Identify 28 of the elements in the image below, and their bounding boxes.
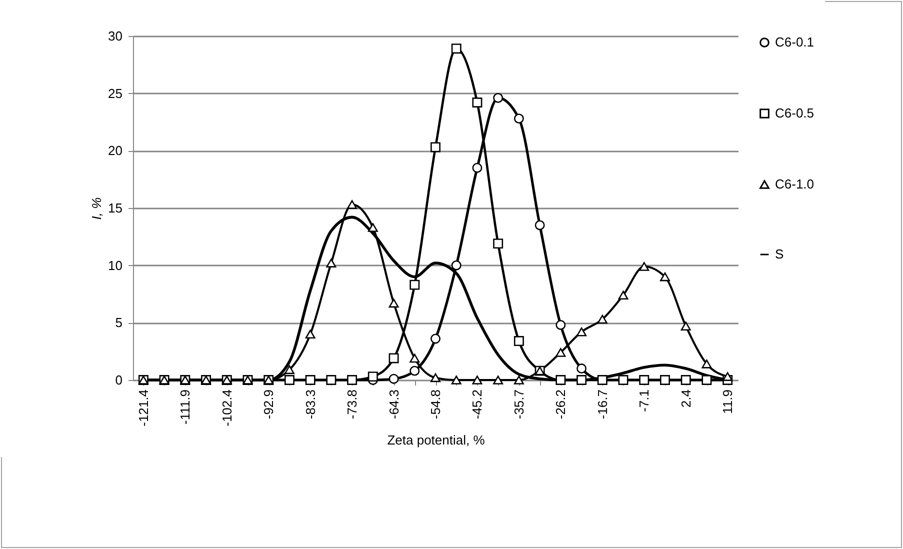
x-tick-label: 2.4 [678, 390, 694, 408]
legend-label: C6-0.1 [775, 34, 814, 50]
y-tick-label: 15 [108, 200, 122, 216]
y-tick-label: 0 [115, 372, 122, 388]
x-tick-label: -92.9 [261, 390, 276, 420]
x-tick-label: -45.2 [470, 390, 485, 420]
x-tick-label: -7.1 [636, 390, 652, 412]
y-tick-label: 30 [108, 28, 122, 44]
legend-label: C6-0.5 [775, 106, 814, 120]
legend-label: S [775, 246, 784, 262]
x-tick-label: -54.8 [428, 390, 443, 420]
x-tick-label: -64.3 [386, 390, 402, 420]
x-tick-label: -121.4 [136, 390, 151, 426]
x-tick-label: 11.9 [720, 390, 736, 414]
y-tick-label: 10 [108, 258, 122, 273]
x-axis-title: Zeta potential, % [387, 432, 486, 448]
x-tick-label: -83.3 [302, 390, 318, 420]
x-tick-label: -35.7 [511, 390, 526, 420]
x-tick-label: -16.7 [594, 390, 610, 420]
legend-label: C6-1.0 [775, 176, 814, 192]
y-tick-label: 25 [108, 86, 122, 101]
y-tick-label: 20 [108, 143, 122, 158]
y-axis-title: I, % [89, 197, 104, 220]
x-tick-label: -111.9 [178, 390, 193, 424]
x-tick-label: -26.2 [553, 390, 568, 420]
x-tick-label: -102.4 [219, 390, 234, 426]
x-tick-label: -73.8 [344, 390, 360, 420]
y-tick-label: 5 [115, 315, 122, 330]
